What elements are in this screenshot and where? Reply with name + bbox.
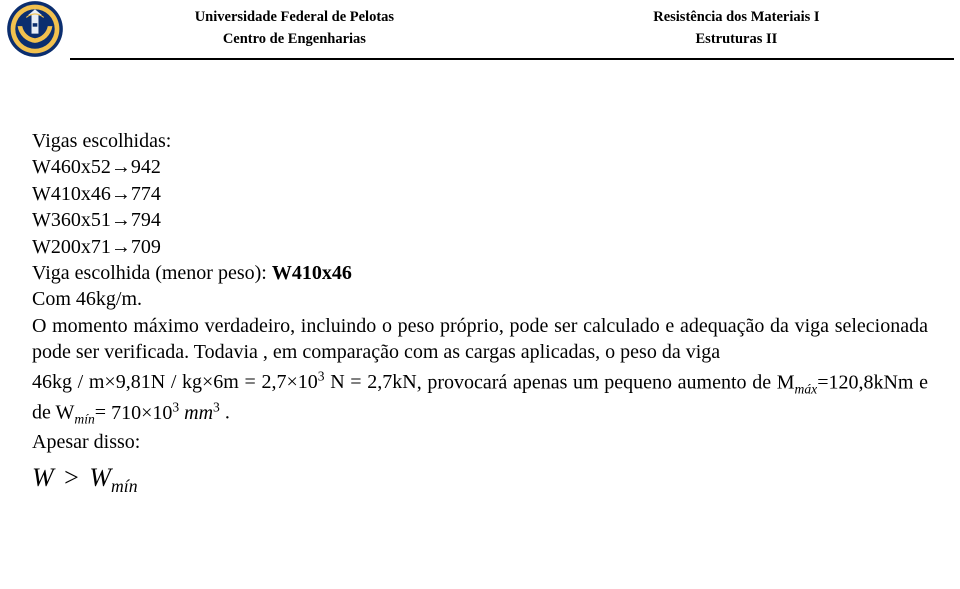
formula-main: 46kg / m×9,81N / kg×6m = 2,7×10 [32, 371, 318, 393]
paragraph-formula: 46kg / m×9,81N / kg×6m = 2,7×103 N = 2,7… [32, 368, 928, 429]
line-6a: Viga escolhida (menor peso): [32, 262, 272, 284]
line-2: W460x52→942 [32, 154, 928, 180]
line-last: Apesar disso: [32, 429, 928, 455]
line-6b: W410x46 [272, 262, 352, 284]
formula-tail: N = 2,7kN [325, 371, 417, 393]
header-left-line1: Universidade Federal de Pelotas [195, 7, 394, 29]
header-left: Universidade Federal de Pelotas Centro d… [64, 0, 521, 58]
page-header: Universidade Federal de Pelotas Centro d… [0, 0, 960, 58]
header-right-line2: Estruturas II [696, 29, 778, 51]
paragraph-1: O momento máximo verdadeiro, incluindo o… [32, 313, 928, 366]
ineq-W: W [32, 463, 54, 492]
value-2: 710×103 mm3 [111, 402, 220, 424]
formula: 46kg / m×9,81N / kg×6m = 2,7×103 N = 2,7… [32, 371, 417, 393]
ineq-Wmin: W [89, 463, 111, 492]
line-4: W360x51→794 [32, 207, 928, 233]
formula-exp: 3 [318, 369, 325, 384]
p2-sub1: máx [795, 381, 818, 396]
p2c: = [95, 402, 111, 424]
val2-base: 710×10 [111, 402, 172, 424]
p2-sub2: mín [74, 412, 94, 427]
val2-unit: mm [179, 402, 213, 424]
inequality: W > Wmín [32, 461, 928, 499]
header-right: Resistência dos Materiais I Estruturas I… [521, 0, 960, 58]
p2a: , provocará apenas um pequeno aumento de… [417, 371, 795, 393]
header-left-line2: Centro de Engenharias [223, 29, 366, 51]
ineq-gt: > [60, 463, 83, 492]
content-area: Vigas escolhidas: W460x52→942 W410x46→77… [0, 60, 960, 499]
line-7: Com 46kg/m. [32, 286, 928, 312]
ineq-sub: mín [111, 476, 138, 496]
line-3: W410x46→774 [32, 181, 928, 207]
line-5: W200x71→709 [32, 234, 928, 260]
header-columns: Universidade Federal de Pelotas Centro d… [64, 0, 960, 58]
line-6: Viga escolhida (menor peso): W410x46 [32, 260, 928, 286]
university-seal-logo [6, 0, 64, 58]
val2-unit-exp: 3 [213, 399, 220, 414]
header-right-line1: Resistência dos Materiais I [653, 7, 819, 29]
line-1: Vigas escolhidas: [32, 128, 928, 154]
p2d: . [220, 402, 230, 424]
